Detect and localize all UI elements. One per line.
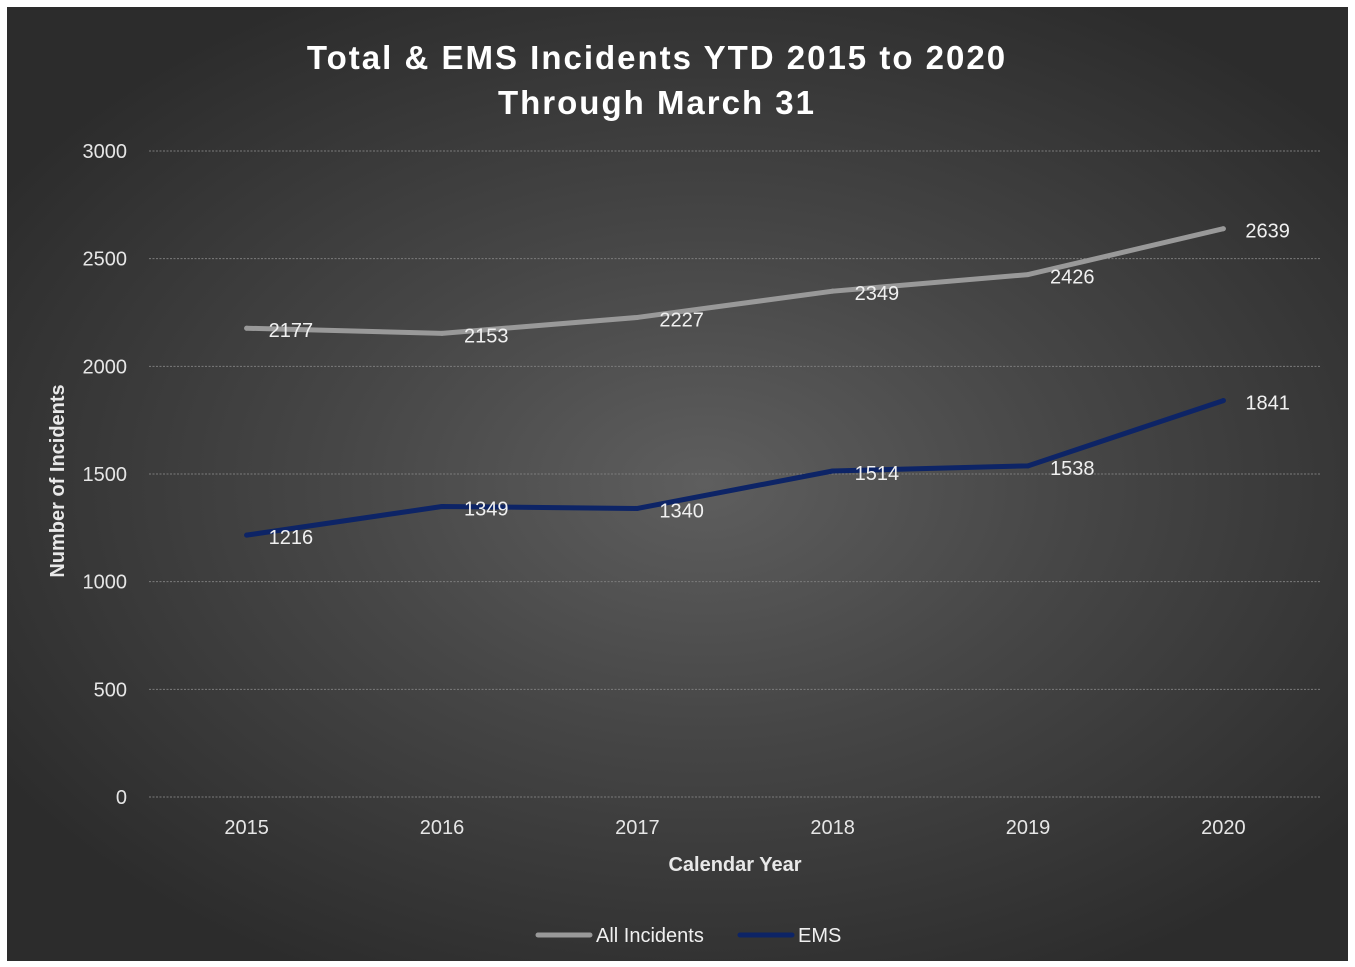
data-point bbox=[1220, 398, 1226, 404]
x-tick-label: 2018 bbox=[810, 817, 855, 839]
chart-title: Total & EMS Incidents YTD 2015 to 2020 T… bbox=[7, 35, 1307, 125]
y-tick-label: 2500 bbox=[83, 249, 128, 271]
data-point bbox=[244, 325, 250, 331]
data-point bbox=[830, 288, 836, 294]
x-tick-label: 2015 bbox=[224, 817, 269, 839]
x-axis-ticks: 2015 2016 2017 2018 2019 2020 bbox=[224, 817, 1245, 839]
series-line-0 bbox=[244, 226, 1226, 336]
data-label: 1340 bbox=[659, 500, 704, 522]
data-label: 2426 bbox=[1050, 267, 1095, 289]
data-point bbox=[1025, 463, 1031, 469]
data-label: 1514 bbox=[855, 463, 900, 485]
y-tick-label: 0 bbox=[116, 787, 127, 809]
chart-title-line-1: Total & EMS Incidents YTD 2015 to 2020 bbox=[306, 39, 1008, 76]
x-axis-title: Calendar Year bbox=[668, 854, 801, 876]
data-point bbox=[1220, 226, 1226, 232]
y-axis-title: Number of Incidents bbox=[47, 384, 69, 577]
data-label: 2177 bbox=[269, 320, 314, 342]
data-point bbox=[634, 314, 640, 320]
data-label: 1216 bbox=[269, 527, 314, 549]
y-tick-label: 500 bbox=[94, 679, 127, 701]
x-tick-label: 2020 bbox=[1201, 817, 1246, 839]
series-line-1 bbox=[244, 398, 1226, 538]
data-label: 2349 bbox=[855, 283, 900, 305]
legend-label: EMS bbox=[798, 925, 841, 947]
data-point bbox=[1025, 272, 1031, 278]
series-lines bbox=[244, 226, 1226, 538]
data-point bbox=[830, 468, 836, 474]
data-point bbox=[439, 504, 445, 510]
data-label: 2639 bbox=[1245, 221, 1290, 243]
y-tick-label: 1500 bbox=[83, 464, 128, 486]
x-tick-label: 2017 bbox=[615, 817, 660, 839]
y-tick-label: 3000 bbox=[83, 141, 128, 163]
data-label: 2227 bbox=[659, 309, 704, 331]
x-tick-label: 2019 bbox=[1006, 817, 1051, 839]
y-tick-label: 2000 bbox=[83, 356, 128, 378]
legend: All Incidents EMS bbox=[535, 925, 841, 947]
legend-label: All Incidents bbox=[596, 925, 704, 947]
y-axis-ticks: 0 500 1000 1500 2000 2500 3000 bbox=[83, 141, 128, 809]
data-point bbox=[439, 330, 445, 336]
data-point bbox=[244, 532, 250, 538]
x-tick-label: 2016 bbox=[420, 817, 465, 839]
data-label: 1349 bbox=[464, 499, 509, 521]
data-label: 1538 bbox=[1050, 458, 1095, 480]
y-tick-label: 1000 bbox=[83, 572, 128, 594]
gridlines bbox=[149, 150, 1321, 798]
data-point bbox=[634, 505, 640, 511]
chart-title-line-2: Through March 31 bbox=[497, 84, 817, 121]
data-labels: 2177 2153 2227 2349 2426 2639 1216 1349 1340 1514… bbox=[269, 221, 1290, 549]
chart-area: Total & EMS Incidents YTD 2015 to 2020 T… bbox=[7, 7, 1348, 961]
data-label: 1841 bbox=[1245, 393, 1290, 415]
data-label: 2153 bbox=[464, 325, 509, 347]
